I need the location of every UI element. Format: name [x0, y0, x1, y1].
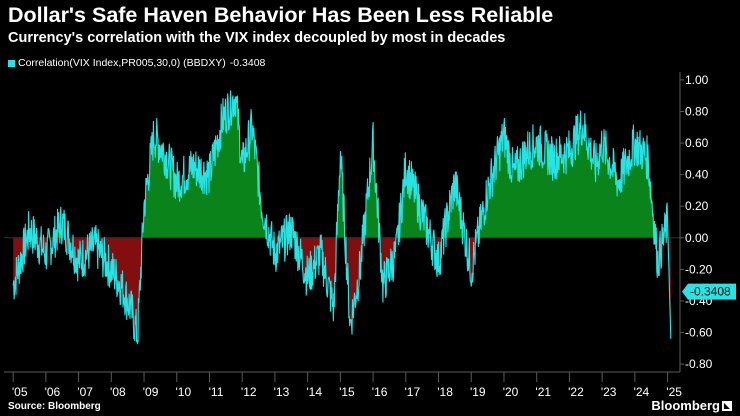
x-tick-label: '21 — [535, 385, 551, 399]
brand-mark-icon: ◣ — [722, 401, 732, 411]
x-tick-label: '09 — [143, 385, 159, 399]
x-tick-label: '24 — [634, 385, 650, 399]
current-value-layer: -0.3408 — [682, 283, 736, 300]
negative-area — [297, 237, 321, 296]
correlation-series-line — [12, 90, 672, 345]
x-tick-label: '17 — [405, 385, 421, 399]
brand-logo: Bloomberg — [651, 398, 720, 413]
legend-series-value: -0.3408 — [229, 57, 266, 69]
negative-area — [321, 237, 337, 321]
legend-series-name: Correlation(VIX Index,PR005,30,0) (BBDXY… — [18, 57, 226, 69]
y-tick-label: 0.40 — [685, 168, 709, 182]
x-tick-label: '25 — [666, 385, 682, 399]
x-tick-label: '11 — [209, 385, 224, 399]
y-tick-label: -0.20 — [685, 262, 713, 276]
legend: Correlation(VIX Index,PR005,30,0) (BBDXY… — [8, 57, 265, 69]
positive-area — [142, 90, 266, 238]
legend-swatch — [8, 59, 15, 67]
x-tick-label: '13 — [274, 385, 290, 399]
x-tick-label: '05 — [12, 385, 28, 399]
negative-area — [104, 237, 143, 344]
positive-area — [400, 152, 427, 238]
y-tick-label: 0.20 — [685, 199, 709, 213]
y-tick-label: -0.60 — [685, 326, 713, 340]
y-tick-label: -0.80 — [685, 357, 713, 371]
y-tick-label: 0.80 — [685, 104, 709, 118]
chart-title: Dollar's Safe Haven Behavior Has Been Le… — [8, 3, 554, 27]
y-tick-label: 1.00 — [685, 73, 709, 87]
negative-area — [346, 237, 363, 335]
x-tick-label: '08 — [110, 385, 126, 399]
x-tick-label: '07 — [77, 385, 93, 399]
x-tick-label: '15 — [339, 385, 355, 399]
x-tick-label: '12 — [241, 385, 257, 399]
x-tick-label: '06 — [45, 385, 61, 399]
y-tick-label: 0.60 — [685, 136, 709, 150]
chart-subtitle: Currency's correlation with the VIX inde… — [8, 30, 506, 46]
plot-area — [4, 90, 680, 345]
positive-area — [479, 111, 654, 238]
x-tick-label: '18 — [437, 385, 453, 399]
x-tick-label: '16 — [372, 385, 388, 399]
x-tick-label: '14 — [306, 385, 322, 399]
positive-area — [446, 171, 463, 238]
x-tick-label: '23 — [601, 385, 617, 399]
x-tick-label: '20 — [503, 385, 519, 399]
source-note: Source: Bloomberg — [8, 401, 101, 412]
y-tick-label: 0.00 — [685, 231, 709, 245]
x-tick-label: '19 — [470, 385, 486, 399]
y-axis: 1.000.800.600.400.200.00-0.20-0.40-0.60-… — [679, 72, 713, 372]
x-tick-label: '10 — [175, 385, 191, 399]
positive-area — [364, 122, 379, 238]
x-tick-label: '22 — [568, 385, 584, 399]
x-axis: '05 '06 '07 '08 '09 '10 '11 '12 '13 '14 '15 '16 '17 '… — [4, 371, 682, 399]
current-value-label: -0.3408 — [690, 285, 731, 299]
current-value-badge — [682, 283, 736, 300]
